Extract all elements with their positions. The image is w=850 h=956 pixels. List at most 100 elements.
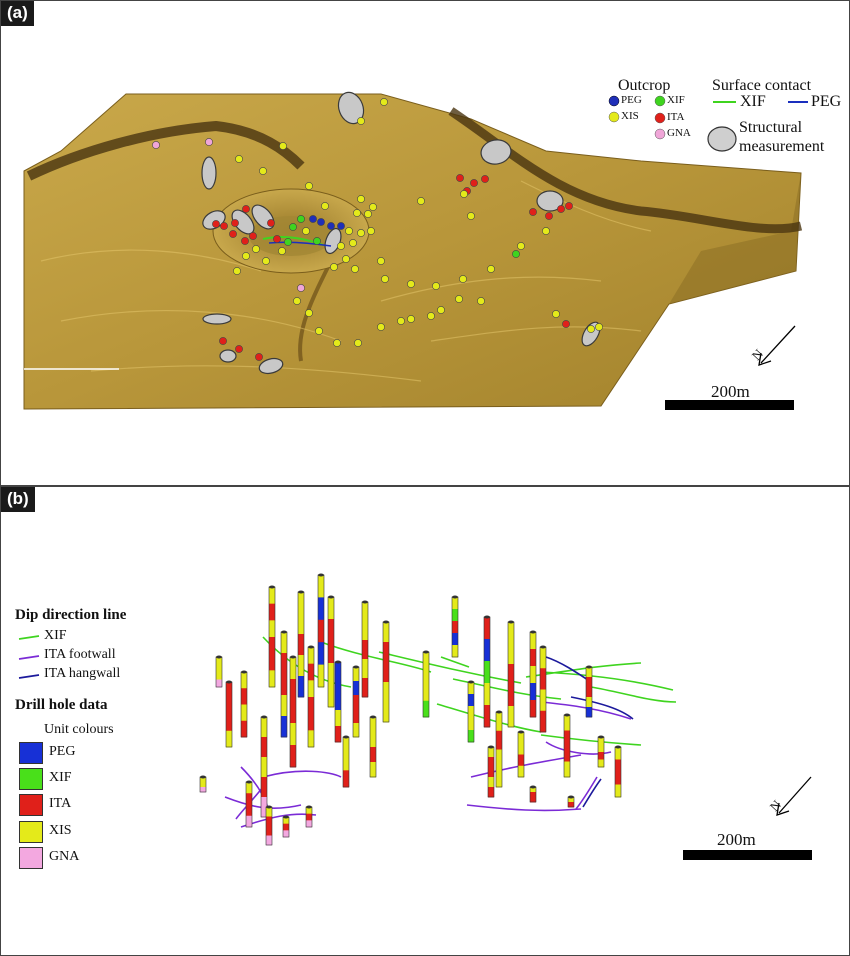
drill-hole: [317, 573, 325, 688]
outcrop-point: [377, 323, 385, 331]
drill-hole-collar: [216, 655, 222, 659]
drill-hole-segment: [530, 649, 536, 667]
drill-hole-collar: [530, 785, 536, 789]
drill-hole-segment: [290, 657, 296, 680]
outcrop-point: [212, 220, 220, 228]
outcrop-point: [460, 190, 468, 198]
outcrop-point: [255, 353, 263, 361]
drill-hole-segment: [564, 730, 570, 747]
panel-a-label: (a): [1, 1, 34, 26]
drill-hole-segment: [241, 688, 247, 705]
drill-hole-collar: [370, 715, 376, 719]
drill-hole-segment: [283, 817, 289, 825]
drill-hole-segment: [216, 672, 222, 680]
drill-hole: [451, 595, 459, 658]
drill-hole-segment: [353, 695, 359, 710]
peg-contact-line: [268, 241, 332, 247]
drill-hole-segment: [615, 747, 621, 760]
drill-hole-segment: [540, 689, 546, 712]
outcrop-point: [349, 239, 357, 247]
structural-disc-icon: [201, 156, 217, 190]
drill-hole-segment: [586, 697, 592, 708]
drill-hole-segment: [226, 682, 232, 699]
swatch-peg: [19, 742, 43, 764]
drill-hole-collar: [298, 590, 304, 594]
dip-direction-line: [378, 651, 522, 684]
drill-hole-segment: [586, 677, 592, 688]
drill-hole: [361, 600, 369, 698]
drill-hole-segment: [241, 720, 247, 738]
drill-hole: [517, 730, 525, 778]
drill-hole-segment: [353, 723, 359, 738]
drill-hole-segment: [328, 597, 334, 620]
drill-hole-segment: [200, 777, 206, 783]
drill-hole-segment: [290, 679, 296, 702]
outcrop-point: [342, 255, 350, 263]
drill-hole-segment: [343, 737, 349, 755]
outcrop-point: [235, 155, 243, 163]
drill-hole-segment: [518, 732, 524, 744]
drill-hole-collar: [423, 650, 429, 654]
drill-hole: [268, 585, 276, 688]
drill-hole-segment: [508, 664, 514, 686]
drill-hole-segment: [423, 700, 429, 718]
structural-label-2: measurement: [739, 138, 825, 155]
swatch-ita: [19, 794, 43, 816]
dip-direction-line: [590, 686, 677, 703]
dip-direction-line: [540, 734, 642, 746]
drill-hole-segment: [452, 645, 458, 658]
drill-hole-segment: [530, 787, 536, 793]
dip-direction-line: [452, 678, 562, 700]
legend-gna-label: GNA: [667, 127, 691, 139]
drill-hole-segment: [568, 797, 574, 803]
drill-hole-segment: [318, 575, 324, 598]
drill-hole-segment: [564, 715, 570, 731]
drill-hole-segment: [598, 744, 604, 753]
drill-hole-collar: [518, 730, 524, 734]
outcrop-point: [512, 250, 520, 258]
drill-hole: [585, 665, 593, 718]
unit-ita-label: ITA: [49, 796, 72, 811]
drill-hole: [352, 665, 360, 738]
drill-hole-segment: [518, 743, 524, 755]
drill-hole-segment: [328, 619, 334, 642]
scale-bar-a: [665, 400, 794, 410]
drill-hole-segment: [598, 759, 604, 768]
drill-hole-segment: [266, 807, 272, 817]
drill-hole-segment: [335, 662, 341, 679]
drill-hole-segment: [246, 793, 252, 805]
drill-hole-segment: [370, 762, 376, 778]
outcrop-point: [235, 345, 243, 353]
drill-hole: [539, 645, 547, 733]
drill-hole-segment: [615, 784, 621, 798]
drill-hole: [289, 655, 297, 768]
drill-hole-collar: [496, 710, 502, 714]
outcrop-title: Outcrop: [618, 77, 671, 94]
drill-hole-segment: [328, 685, 334, 708]
outcrop-point: [278, 247, 286, 255]
drill-hole-segment: [496, 749, 502, 769]
drill-hole-segment: [530, 683, 536, 701]
drill-hole-segment: [328, 641, 334, 664]
drill-hole: [225, 680, 233, 748]
drill-hole-segment: [423, 684, 429, 702]
drill-hole-segment: [488, 767, 494, 778]
drill-hole-segment: [484, 617, 490, 640]
drill-hole-collar: [586, 665, 592, 669]
outcrop-point: [333, 339, 341, 347]
drill-hole-segment: [298, 592, 304, 614]
drill-hole-segment: [261, 757, 267, 778]
structural-disc-icon: [202, 313, 232, 325]
outcrop-point: [487, 265, 495, 273]
drill-hole-segment: [216, 664, 222, 673]
structural-disc-icon: [337, 91, 365, 125]
outcrop-point: [330, 263, 338, 271]
drill-hole-segment: [564, 746, 570, 762]
drill-hole-segment: [308, 713, 314, 731]
drill-hole-segment: [281, 695, 287, 717]
outcrop-point: [229, 230, 237, 238]
outcrop-point: [267, 219, 275, 227]
outcrop-point: [273, 235, 281, 243]
drill-hole: [597, 735, 605, 768]
outcrop-point: [467, 212, 475, 220]
